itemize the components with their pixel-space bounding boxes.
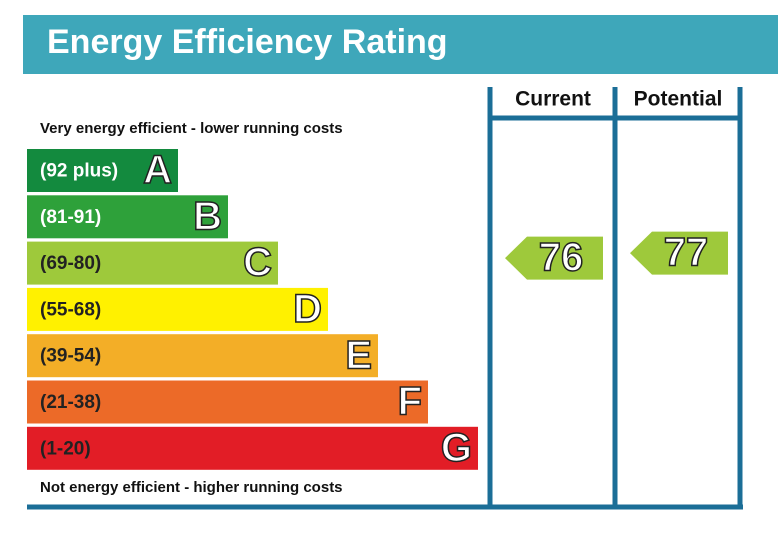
band-range: (55-68) <box>40 299 101 320</box>
band <box>27 380 428 424</box>
column-header: Current <box>515 88 591 111</box>
band <box>27 195 228 239</box>
band <box>27 287 328 331</box>
band-range: (21-38) <box>40 392 101 413</box>
band-range: (1-20) <box>40 438 91 459</box>
band-letter: E <box>345 333 372 377</box>
band-range: (69-80) <box>40 253 101 274</box>
band-range: (81-91) <box>40 207 101 228</box>
rating-arrow <box>630 231 728 275</box>
band-letter: F <box>398 380 422 424</box>
rating-value: 76 <box>539 236 584 280</box>
band <box>27 149 178 192</box>
band-range: (92 plus) <box>40 161 118 182</box>
top-label: Very energy efficient - lower running co… <box>40 120 343 137</box>
bottom-label: Not energy efficient - higher running co… <box>40 479 343 496</box>
title-bar <box>23 15 778 74</box>
chart-title: Energy Efficiency Rating <box>47 23 448 61</box>
column-header: Potential <box>634 88 723 111</box>
band-letter: C <box>243 241 272 285</box>
band-letter: D <box>293 287 322 331</box>
band <box>27 241 278 285</box>
band-letter: G <box>441 426 472 470</box>
band-letter: B <box>193 194 222 238</box>
rating-value: 77 <box>664 231 709 275</box>
rating-arrow <box>505 236 603 280</box>
band <box>27 334 378 378</box>
band-letter: A <box>143 148 172 192</box>
frame <box>27 87 743 510</box>
band <box>27 426 478 470</box>
band-range: (39-54) <box>40 346 101 367</box>
